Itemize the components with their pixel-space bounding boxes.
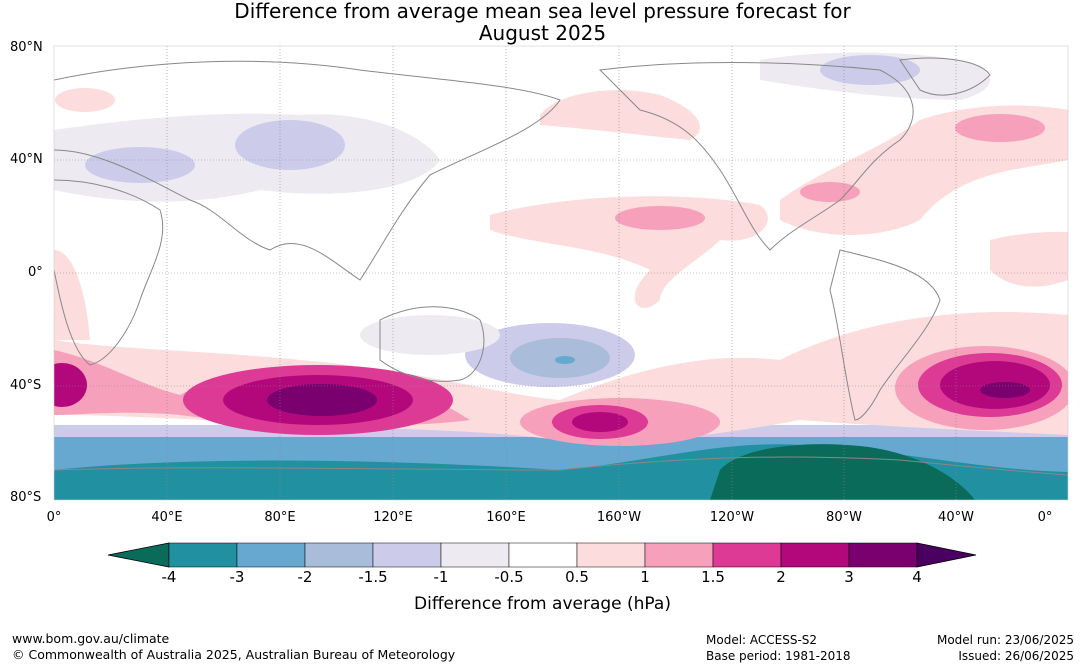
- canada-low: [820, 55, 920, 85]
- indian-ocean-high-core: [267, 384, 377, 416]
- lon-label-120w: 120°W: [709, 510, 755, 525]
- colorbar-tick: -4: [161, 568, 177, 586]
- footer-url: www.bom.gov.au/climate: [12, 631, 170, 646]
- colorbar-tick: 1: [640, 568, 650, 586]
- footer-model-run: Model run: 23/06/2025: [936, 633, 1074, 647]
- africa-outline: [54, 179, 164, 366]
- greenland-outline: [899, 57, 991, 96]
- lon-label-120e: 120°E: [373, 510, 413, 525]
- colorbar-tick: 1.5: [701, 568, 725, 586]
- south-africa-high: [54, 363, 87, 407]
- lat-label-equator: 0°: [28, 265, 43, 280]
- lon-label-80e: 80°E: [264, 510, 296, 525]
- bering-positive: [540, 90, 700, 140]
- lat-label-40n: 40°N: [10, 152, 43, 167]
- colorbar-high-extension: [916, 542, 977, 568]
- gridlines: [54, 46, 1068, 500]
- antarctic-core: [710, 444, 975, 500]
- antarctica-outline: [54, 456, 1068, 476]
- colorbar-tick: 3: [844, 568, 854, 586]
- footer-issued: Issued: 26/06/2025: [958, 649, 1074, 663]
- lat-label-80s: 80°S: [10, 490, 42, 505]
- indonesia-low: [360, 315, 500, 355]
- colorbar-bin: [576, 542, 646, 568]
- gulf-positive-core: [800, 182, 860, 202]
- colorbar-bin: [712, 542, 782, 568]
- tasman-low-core: [555, 356, 575, 364]
- colorbar-tick: 4: [912, 568, 922, 586]
- colorbar-bin: [236, 542, 306, 568]
- footer-base-period: Base period: 1981-2018: [706, 649, 851, 663]
- coastlines: [54, 57, 1068, 476]
- lon-label-40w: 40°W: [938, 510, 974, 525]
- colorbar-tick: -2: [297, 568, 313, 586]
- lat-label-80n: 80°N: [10, 40, 43, 55]
- nw-europe-positive: [55, 88, 115, 112]
- footer-model: Model: ACCESS-S2: [706, 633, 818, 647]
- atlantic-high-core: [980, 382, 1030, 398]
- australia-outline: [379, 306, 485, 382]
- anomaly-fields: [54, 52, 1068, 500]
- west-africa-positive: [54, 250, 90, 340]
- lat-label-40s: 40°S: [10, 378, 42, 393]
- west-asia-low: [85, 147, 195, 183]
- north-america-outline: [598, 62, 914, 251]
- colorbar-bin: [508, 542, 578, 568]
- colorbar: [107, 542, 977, 568]
- atlantic-north-core: [955, 114, 1045, 142]
- lon-label-40e: 40°E: [151, 510, 183, 525]
- colorbar-tick: -3: [229, 568, 245, 586]
- colorbar-tick: 0.5: [565, 568, 589, 586]
- pacific-subtropical-core: [615, 206, 705, 230]
- map-title-line2: August 2025: [478, 21, 607, 45]
- colorbar-bin: [372, 542, 442, 568]
- colorbar-bin: [304, 542, 374, 568]
- footer-copyright: © Commonwealth of Australia 2025, Austra…: [12, 647, 456, 662]
- south-america-outline: [829, 249, 941, 421]
- colorbar-bin: [440, 542, 510, 568]
- east-atlantic-positive: [990, 231, 1068, 287]
- central-asia-low: [235, 120, 345, 170]
- colorbar-bin: [848, 542, 918, 568]
- lon-label-160w: 160°W: [596, 510, 642, 525]
- lon-label-0-west: 0°: [46, 510, 62, 525]
- colorbar-tick: -1: [433, 568, 449, 586]
- colorbar-bin: [780, 542, 850, 568]
- colorbar-low-extension: [107, 542, 170, 568]
- colorbar-tick: -0.5: [494, 568, 524, 586]
- colorbar-tick: -1.5: [358, 568, 388, 586]
- map-title-line1: Difference from average mean sea level p…: [234, 0, 851, 23]
- colorbar-bin: [168, 542, 238, 568]
- lon-label-0-east: 0°: [1037, 510, 1053, 525]
- lon-label-160e: 160°E: [486, 510, 526, 525]
- colorbar-label: Difference from average (hPa): [414, 594, 671, 614]
- pacific-high-core: [572, 412, 628, 432]
- colorbar-bin: [644, 542, 714, 568]
- eurasia-outline: [54, 60, 561, 281]
- colorbar-tick: 2: [776, 568, 786, 586]
- map-frame: [53, 45, 1069, 501]
- lon-label-80w: 80°W: [826, 510, 862, 525]
